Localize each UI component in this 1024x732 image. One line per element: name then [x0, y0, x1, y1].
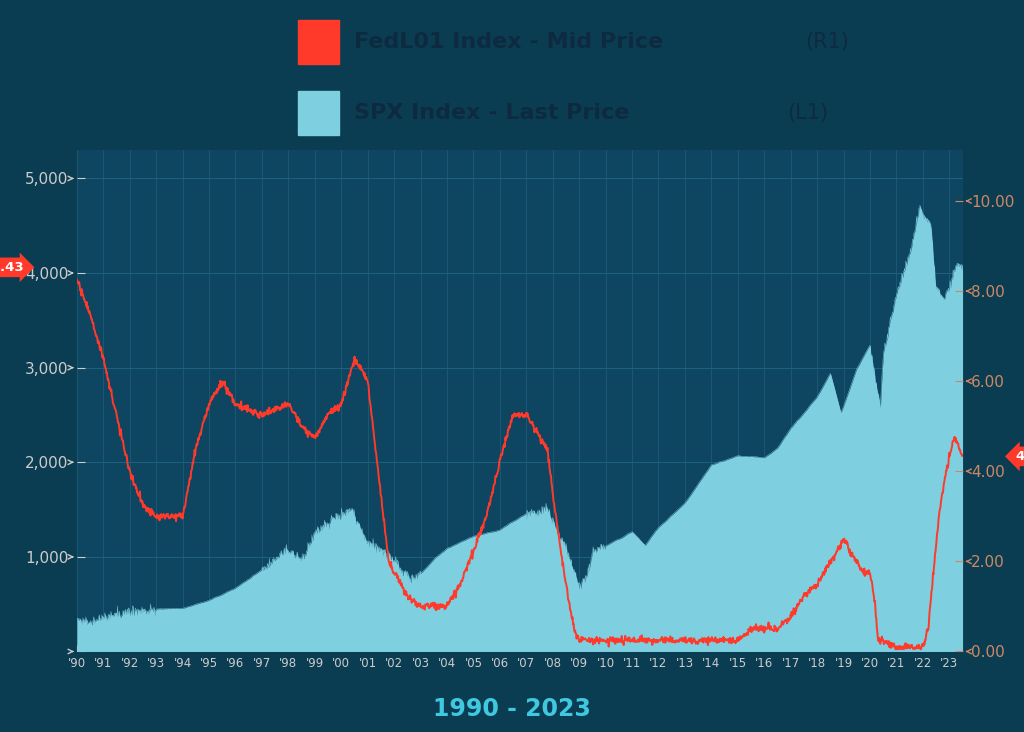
Text: FedL01 Index - Mid Price: FedL01 Index - Mid Price — [354, 32, 664, 53]
Text: 4.33: 4.33 — [1016, 450, 1024, 463]
Text: (R1): (R1) — [806, 32, 850, 53]
Text: 4060.43: 4060.43 — [0, 261, 24, 274]
Text: SPX Index - Last Price: SPX Index - Last Price — [354, 102, 630, 123]
Bar — [298, 91, 339, 135]
Text: 1990 - 2023: 1990 - 2023 — [433, 697, 591, 720]
Bar — [298, 20, 339, 64]
Text: (L1): (L1) — [786, 102, 828, 123]
